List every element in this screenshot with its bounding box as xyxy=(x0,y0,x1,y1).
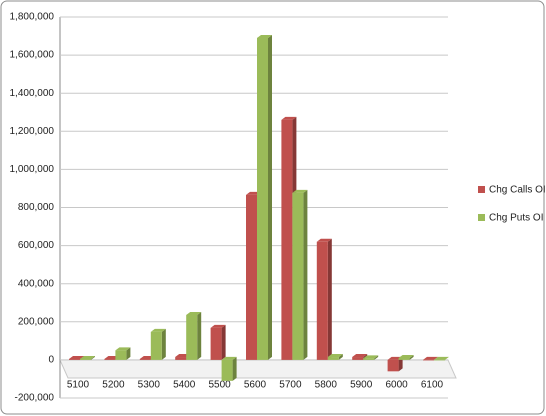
bar-side xyxy=(268,34,272,360)
x-tick-label: 6100 xyxy=(421,380,444,391)
x-tick-label: 5100 xyxy=(67,380,90,391)
bar-side xyxy=(338,354,343,360)
bar xyxy=(115,350,127,360)
x-tick-label: 5500 xyxy=(208,380,231,391)
bar-top xyxy=(316,238,332,242)
bar xyxy=(434,359,445,361)
bar-top xyxy=(150,328,166,332)
bar xyxy=(139,358,151,360)
bar-top xyxy=(80,355,95,359)
bar-top xyxy=(257,34,272,38)
y-tick-label: -200,000 xyxy=(15,393,55,404)
bar xyxy=(80,358,91,360)
bar xyxy=(398,357,410,360)
bar-top xyxy=(434,356,449,360)
bar xyxy=(104,358,116,360)
bar-top xyxy=(221,356,237,360)
bar xyxy=(210,327,222,360)
bar-side xyxy=(327,238,332,360)
legend-swatch xyxy=(478,214,485,221)
bar-side xyxy=(126,347,131,360)
bar-top xyxy=(352,354,368,358)
x-tick-label: 5800 xyxy=(315,380,338,391)
y-tick-label: 0 xyxy=(48,355,54,366)
bar-top xyxy=(423,356,438,360)
x-tick-label: 5300 xyxy=(138,380,161,391)
bar-side xyxy=(374,355,379,360)
legend-swatch xyxy=(478,186,485,193)
bar xyxy=(186,314,198,360)
x-tick-label: 5900 xyxy=(350,380,373,391)
y-tick-label: 200,000 xyxy=(18,316,55,327)
bar xyxy=(246,194,257,360)
y-tick-label: 1,600,000 xyxy=(10,50,55,61)
x-tick-label: 5600 xyxy=(244,380,267,391)
x-tick-label: 5400 xyxy=(173,380,196,391)
bar-side xyxy=(232,356,237,381)
y-tick-label: 800,000 xyxy=(18,202,55,213)
bar xyxy=(281,119,293,360)
bar-top xyxy=(281,116,297,120)
bar-side xyxy=(197,311,202,360)
bar-top xyxy=(210,324,226,328)
bar-top xyxy=(398,354,414,358)
legend-label: Chg Puts OI xyxy=(489,213,543,224)
y-tick-label: 600,000 xyxy=(18,240,55,251)
bar xyxy=(387,359,399,372)
bar-top xyxy=(363,355,379,359)
bar xyxy=(423,359,434,361)
y-tick-label: 400,000 xyxy=(18,278,55,289)
y-tick-label: 1,800,000 xyxy=(10,12,55,23)
bar-top xyxy=(115,347,131,351)
bar xyxy=(316,241,328,360)
y-tick-label: 1,400,000 xyxy=(10,88,55,99)
y-tick-label: 1,000,000 xyxy=(10,164,55,175)
bar-side xyxy=(221,324,226,360)
bar-side xyxy=(161,328,166,360)
x-tick-label: 5700 xyxy=(279,380,302,391)
bar xyxy=(175,357,187,360)
x-tick-label: 5200 xyxy=(102,380,125,391)
bar-top xyxy=(292,189,308,193)
bar-top xyxy=(69,355,84,359)
bar-side xyxy=(409,354,414,360)
bar-top xyxy=(327,354,343,358)
x-tick-label: 6000 xyxy=(385,380,408,391)
bar-top xyxy=(186,311,202,315)
bar xyxy=(292,192,304,360)
bar-side xyxy=(91,355,95,360)
bar xyxy=(69,358,80,360)
y-tick-label: 1,200,000 xyxy=(10,126,55,137)
bar xyxy=(327,357,339,360)
bar-side xyxy=(398,356,403,372)
bar-side xyxy=(303,189,308,360)
bar xyxy=(352,357,364,360)
legend-label: Chg Calls OI xyxy=(489,185,546,196)
bar xyxy=(150,331,162,360)
bar xyxy=(257,37,268,360)
bar xyxy=(221,359,233,381)
bar xyxy=(363,358,375,360)
